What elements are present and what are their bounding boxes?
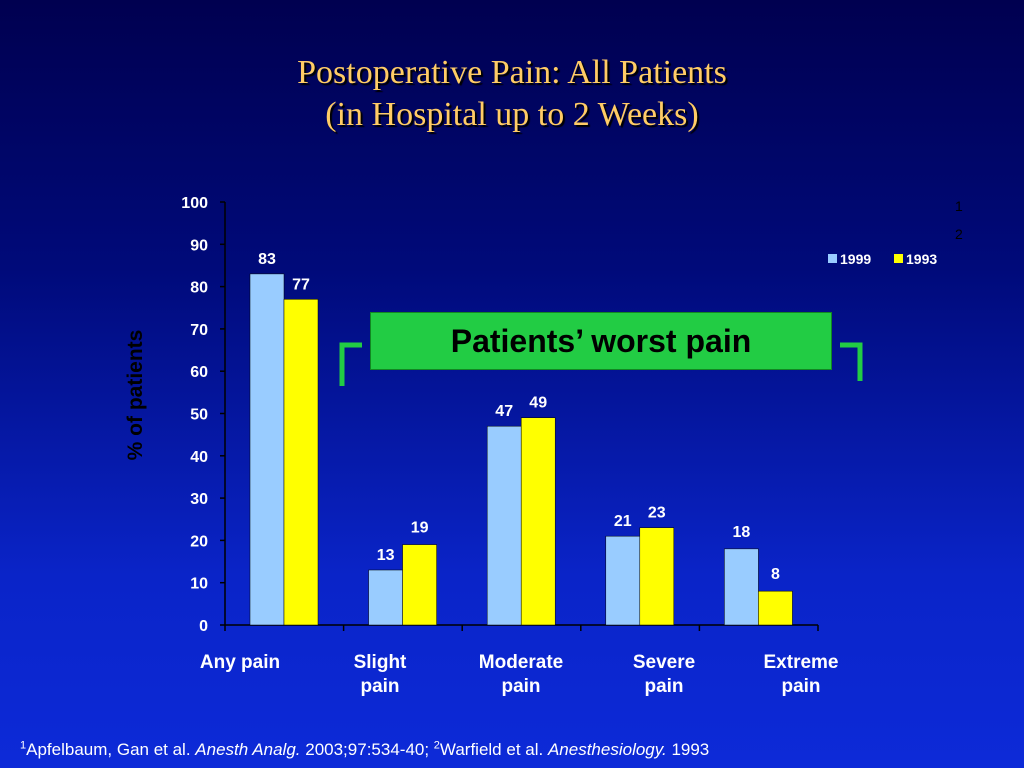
bar-1999-2 xyxy=(486,425,522,626)
corner-mark-2: 2 xyxy=(955,226,963,242)
footnote-ref-2-authors: Warfield et al. xyxy=(439,740,548,759)
data-label-1993-1: 19 xyxy=(411,520,429,537)
legend-label-1993: 1993 xyxy=(906,251,937,267)
x-category-label-line: pain xyxy=(781,676,820,697)
x-category-label-line: pain xyxy=(360,676,399,697)
legend-swatch-1999 xyxy=(828,254,837,263)
legend-swatch-1993 xyxy=(894,254,903,263)
y-tick-label: 80 xyxy=(190,280,208,297)
data-label-1993-4: 8 xyxy=(771,566,780,583)
y-tick-label: 100 xyxy=(181,195,208,212)
chart-axes: 0 10 20 30 40 50 60 70 80 90 100 xyxy=(181,195,819,635)
data-label-1993-3: 23 xyxy=(648,505,666,522)
bar-1999-1 xyxy=(368,569,403,626)
slide-title: Postoperative Pain: All Patients (in Hos… xyxy=(0,52,1024,136)
bar-1993-2 xyxy=(520,417,556,626)
footnote-ref-1-sup: 1 xyxy=(20,739,27,752)
footnote: 1Apfelbaum, Gan et al. Anesth Analg. 200… xyxy=(20,740,1020,760)
bar-1993-0 xyxy=(283,299,319,626)
bracket-right xyxy=(840,342,863,381)
x-category-label: Slight pain xyxy=(354,652,407,697)
y-tick-label: 70 xyxy=(190,322,208,339)
y-tick-label: 0 xyxy=(199,618,208,635)
x-category-label-line: Moderate xyxy=(479,652,563,673)
x-category-label-line: pain xyxy=(501,676,540,697)
bar-1999-4 xyxy=(724,548,759,626)
x-category-label-line: Any pain xyxy=(200,652,280,673)
bracket-left xyxy=(339,342,362,386)
data-label-1993-2: 49 xyxy=(529,395,547,412)
x-category-label-line: Extreme xyxy=(764,652,839,673)
y-tick-label: 10 xyxy=(190,576,208,593)
data-label-1993-0: 77 xyxy=(292,276,310,293)
y-tick-label: 60 xyxy=(190,364,208,381)
data-label-1999-2: 47 xyxy=(495,403,513,420)
data-label-1999-4: 18 xyxy=(733,524,751,541)
bar-1993-1 xyxy=(402,544,437,626)
footnote-ref-2-sup: 2 xyxy=(433,739,440,752)
x-category-label: Severe pain xyxy=(633,652,695,697)
x-category-label: Moderate pain xyxy=(479,652,563,697)
x-category-label-line: Severe xyxy=(633,652,695,673)
y-tick-label: 20 xyxy=(190,533,208,550)
footnote-ref-1-authors: Apfelbaum, Gan et al. xyxy=(26,740,196,759)
bar-1999-0 xyxy=(249,273,285,626)
data-label-1999-0: 83 xyxy=(258,251,276,268)
data-label-1999-3: 21 xyxy=(614,513,632,530)
bar-1993-4 xyxy=(758,590,793,626)
bar-1999-3 xyxy=(605,535,641,626)
data-label-1999-1: 13 xyxy=(377,547,395,564)
x-category-label-line: pain xyxy=(644,676,683,697)
callout-bracket xyxy=(339,342,863,386)
chart-data-labels: Any pain Slight pain Moderate pain Severe pain… xyxy=(200,251,839,697)
title-line-1: Postoperative Pain: All Patients xyxy=(297,54,727,91)
y-tick-label: 90 xyxy=(190,237,208,254)
y-tick-label: 30 xyxy=(190,491,208,508)
corner-mark-1: 1 xyxy=(955,198,963,214)
legend-label-1999: 1999 xyxy=(840,251,871,267)
y-axis-title: % of patients xyxy=(124,330,147,461)
bar-1993-3 xyxy=(639,527,675,626)
y-tick-label: 40 xyxy=(190,449,208,466)
y-tick-label: 50 xyxy=(190,407,208,424)
worst-pain-callout: Patients’ worst pain xyxy=(370,312,832,370)
title-line-2: (in Hospital up to 2 Weeks) xyxy=(325,96,699,133)
footnote-ref-1-details: 2003;97:534-40; xyxy=(300,740,434,759)
footnote-ref-2-journal: Anesthesiology. xyxy=(547,740,667,759)
footnote-ref-1-journal: Anesth Analg. xyxy=(195,740,301,759)
x-category-label-line: Slight xyxy=(354,652,407,673)
x-category-label: Any pain xyxy=(200,652,280,673)
footnote-ref-2-details: 1993 xyxy=(666,740,710,759)
chart-bars xyxy=(249,273,793,626)
x-category-label: Extreme pain xyxy=(764,652,839,697)
chart-legend: 1999 1993 xyxy=(828,251,937,267)
